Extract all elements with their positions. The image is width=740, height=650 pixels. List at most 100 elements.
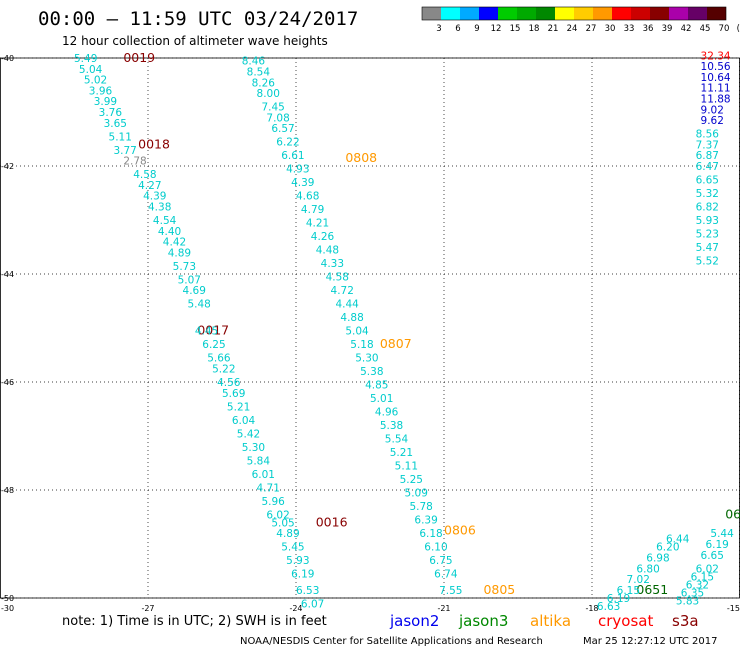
wave-height-label: 5.48 [187,299,210,311]
wave-height-label: 7.37 [696,139,719,151]
scale-label: 15 [510,24,521,34]
scale-swatch [422,7,441,20]
x-tick-label: -24 [289,604,302,613]
axis-ticks: -27 -24 -21 -18 -15 -30 -40 -42 -44 -46 -48 -50 [1,54,740,613]
timestamp-text: Mar 25 12:27:12 UTC 2017 [583,636,718,647]
wave-height-label: 6.98 [646,553,669,565]
wave-height-label: 6.19 [607,593,630,605]
pass-time-label: 0651 [636,582,668,597]
satellite-label-cryosat: cryosat [598,612,653,630]
scale-swatch [688,7,707,20]
wave-height-label: 4.68 [296,191,319,203]
wave-height-label: 4.40 [158,226,181,238]
wave-height-label: 3.76 [99,107,123,119]
wave-height-label: 5.32 [696,188,719,200]
pass-time-label: 0019 [123,50,155,65]
wave-height-label: 5.05 [271,517,294,529]
scale-label: 6 [455,24,460,34]
wave-height-label: 5.11 [395,461,418,473]
wave-height-label: 5.02 [84,75,107,87]
pass-time-label: 0808 [345,150,377,165]
wave-height-label: 5.83 [676,596,699,608]
wave-height-label: 5.96 [261,496,285,508]
scale-label: 39 [662,24,673,34]
wave-height-label: 10.64 [701,72,731,84]
wave-height-label: 5.30 [355,353,378,365]
wave-height-label: 8.00 [257,88,280,100]
wave-height-label: 6.87 [696,150,719,162]
wave-height-label: 6.35 [681,588,704,600]
wave-height-label: 5.30 [242,442,265,454]
wave-height-label: 6.02 [266,509,289,521]
wave-height-label: 4.26 [311,231,335,243]
wave-height-label: 5.42 [237,428,260,440]
wave-height-label: 4.33 [321,258,344,270]
scale-label: 42 [681,24,692,34]
wave-height-label: 5.18 [350,339,373,351]
wave-height-label: 4.89 [168,247,191,259]
x-tick-label: -15 [727,604,740,613]
wave-height-label: 5.73 [173,261,196,273]
x-tick-label: -21 [437,604,450,613]
wave-height-label: 4.38 [148,202,171,214]
wave-height-label: 5.01 [370,393,393,405]
wave-height-label: 11.11 [701,83,731,95]
scale-label: 30 [605,24,616,34]
wave-height-label: 6.04 [232,415,256,427]
wave-height-label: 7.45 [261,102,284,114]
wave-height-label: 6.10 [424,542,447,554]
wave-height-label: 4.58 [133,169,156,181]
wave-height-label: 6.80 [636,563,659,575]
wave-height-label: 8.54 [247,67,271,79]
scale-swatch [498,7,517,20]
wave-height-label: 4.79 [301,204,324,216]
wave-height-label: 4.27 [138,180,161,192]
note-text: note: 1) Time is in UTC; 2) SWH is in fe… [62,614,327,629]
wave-height-label: 5.22 [212,364,235,376]
wave-height-label: 2.78 [123,156,146,168]
wave-height-label: 6.65 [696,175,719,187]
x-tick-label: -27 [141,604,154,613]
scale-swatch [441,7,460,20]
wave-height-label: 6.57 [271,123,294,135]
wave-height-label: 4.39 [291,177,314,189]
wave-height-label: 3.99 [94,96,117,108]
wave-height-label: 6.20 [656,542,679,554]
wave-height-label: 4.56 [217,377,241,389]
x-tick-label: -30 [1,604,14,613]
wave-height-label: 6.15 [691,571,714,583]
wave-height-label: 5.93 [286,555,309,567]
wave-height-label: 6.53 [296,585,319,597]
wave-height-label: 5.84 [247,455,271,467]
wave-height-label: 6.39 [414,515,437,527]
wave-height-label: 10.56 [701,61,731,73]
wave-height-label: 6.61 [281,150,304,162]
pass-time-label: 0805 [483,582,515,597]
wave-height-label: 6.65 [701,550,724,562]
scale-swatch [650,7,669,20]
x-tick-label: -18 [585,604,598,613]
wave-height-label: 6.19 [705,539,728,551]
wave-height-label: 6.44 [666,534,690,546]
y-tick-label: -42 [1,162,14,171]
scale-frame [421,6,727,21]
wave-height-label: 5.11 [109,131,132,143]
wave-height-label: 6.01 [252,469,275,481]
chart-subtitle: 12 hour collection of altimeter wave hei… [62,34,328,48]
wave-height-label: 4.21 [306,218,329,230]
wave-height-label: 6.15 [617,585,640,597]
scale-swatch [707,7,726,20]
scale-label: 33 [624,24,635,34]
pass-time-label: 0018 [138,136,170,151]
wave-height-label: 6.25 [202,339,225,351]
satellite-label-s3a: s3a [672,612,699,630]
wave-height-label: 4.96 [375,407,399,419]
pass-time-label: 0652 [725,506,740,521]
satellite-label-jason3: jason3 [458,612,508,630]
wave-height-label: 5.38 [360,366,383,378]
scale-label: 70 [719,24,730,34]
scale-label: 21 [548,24,559,34]
wave-height-label: 9.02 [701,104,724,116]
wave-height-label: 8.56 [696,129,720,141]
